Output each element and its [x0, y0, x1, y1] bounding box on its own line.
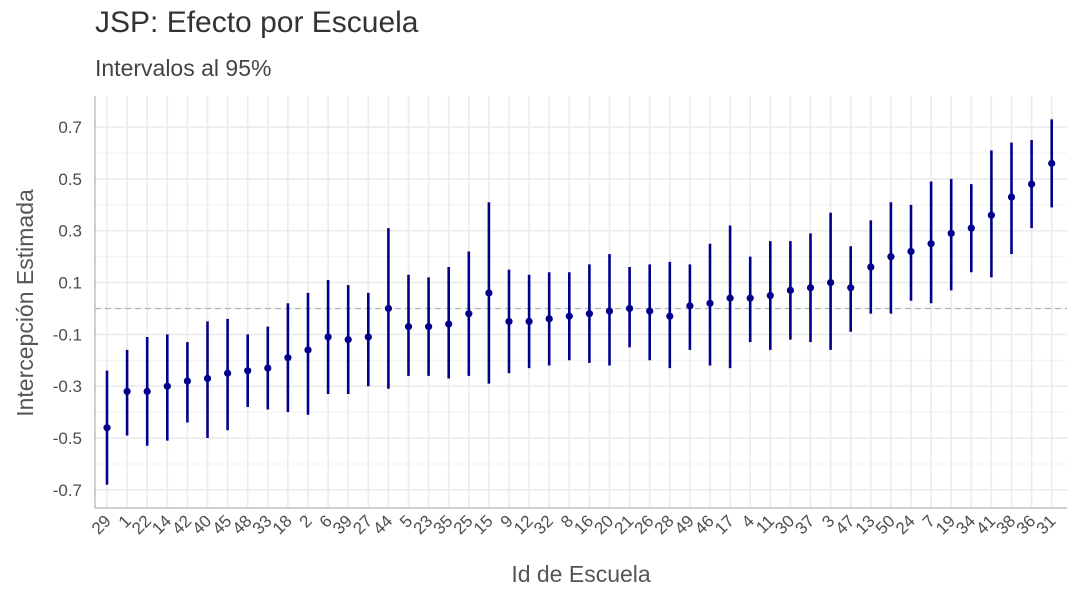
estimate-point-32	[545, 315, 553, 323]
y-tick-label: 0.1	[58, 274, 82, 293]
estimate-point-25	[465, 310, 473, 318]
y-tick-labels: -0.7 -0.5 -0.3 -0.1 0.1 0.3 0.5 0.7	[53, 118, 82, 500]
x-tick-label: 31	[1033, 511, 1060, 538]
estimate-point-26	[646, 307, 654, 315]
interval-bars	[105, 119, 1053, 485]
estimate-point-5	[404, 323, 413, 331]
estimate-point-45	[224, 369, 232, 377]
estimate-point-2	[304, 346, 312, 354]
y-tick-label: -0.7	[53, 481, 82, 500]
estimate-point-17	[726, 294, 734, 302]
estimate-point-6	[324, 333, 332, 341]
estimate-point-4	[746, 294, 754, 302]
x-tick-label: 15	[470, 511, 497, 538]
estimate-point-1	[123, 387, 131, 395]
estimate-point-39	[344, 335, 352, 344]
x-tick-label: 44	[369, 511, 396, 538]
estimate-point-13	[867, 263, 875, 271]
estimate-point-37	[806, 284, 815, 292]
estimate-point-11	[766, 291, 774, 300]
estimate-point-18	[284, 354, 292, 362]
estimate-point-20	[605, 307, 614, 315]
y-tick-label: 0.5	[58, 170, 82, 189]
estimate-point-48	[244, 367, 252, 375]
estimate-point-29	[103, 424, 111, 432]
estimate-point-44	[384, 304, 392, 313]
chart-title: JSP: Efecto por Escuela	[95, 6, 419, 39]
estimate-point-31	[1048, 159, 1056, 167]
x-tick-label: 18	[269, 511, 296, 538]
estimate-point-24	[907, 247, 915, 256]
estimate-point-38	[1007, 193, 1016, 201]
x-tick-label: 29	[88, 511, 115, 538]
x-tick-label: 17	[711, 511, 738, 538]
estimate-point-19	[947, 229, 955, 237]
estimate-point-9	[505, 317, 513, 326]
estimate-point-3	[827, 278, 835, 287]
y-tick-label: -0.1	[53, 325, 82, 344]
estimate-point-50	[887, 253, 895, 261]
estimate-point-7	[927, 240, 935, 248]
grid-lines	[95, 96, 1067, 508]
x-tick-label: 24	[892, 511, 919, 538]
estimate-point-16	[585, 310, 594, 318]
estimate-point-46	[706, 299, 714, 307]
chart-subtitle: Intervalos al 95%	[95, 55, 272, 81]
estimate-point-35	[445, 320, 453, 328]
y-tick-label: 0.7	[58, 118, 82, 137]
y-tick-label: 0.3	[58, 222, 82, 241]
y-axis-title: Intercepción Estimada	[12, 189, 38, 417]
estimate-points	[103, 159, 1056, 432]
x-tick-label: 32	[530, 511, 557, 538]
estimate-point-40	[203, 374, 212, 383]
x-tick-label: 2	[296, 511, 316, 531]
x-tick-label: 37	[792, 511, 819, 538]
estimate-point-15	[485, 289, 493, 297]
estimate-point-21	[626, 304, 634, 313]
y-tick-label: -0.3	[53, 377, 82, 396]
estimate-point-47	[847, 284, 855, 292]
x-axis-title: Id de Escuela	[511, 561, 651, 587]
estimate-point-36	[1028, 180, 1036, 188]
estimate-point-28	[666, 312, 674, 320]
estimate-point-34	[967, 224, 975, 232]
estimate-point-12	[525, 317, 533, 326]
estimate-point-41	[987, 211, 996, 219]
axes	[94, 96, 1067, 509]
estimate-point-49	[686, 302, 694, 310]
estimate-point-22	[143, 387, 151, 395]
estimate-point-23	[425, 323, 433, 331]
y-tick-label: -0.5	[53, 429, 82, 448]
estimate-point-27	[364, 333, 372, 341]
estimate-point-30	[786, 286, 795, 294]
estimate-point-8	[565, 312, 573, 320]
estimate-point-14	[163, 382, 171, 390]
estimate-point-42	[183, 377, 191, 385]
estimate-point-33	[264, 364, 272, 372]
